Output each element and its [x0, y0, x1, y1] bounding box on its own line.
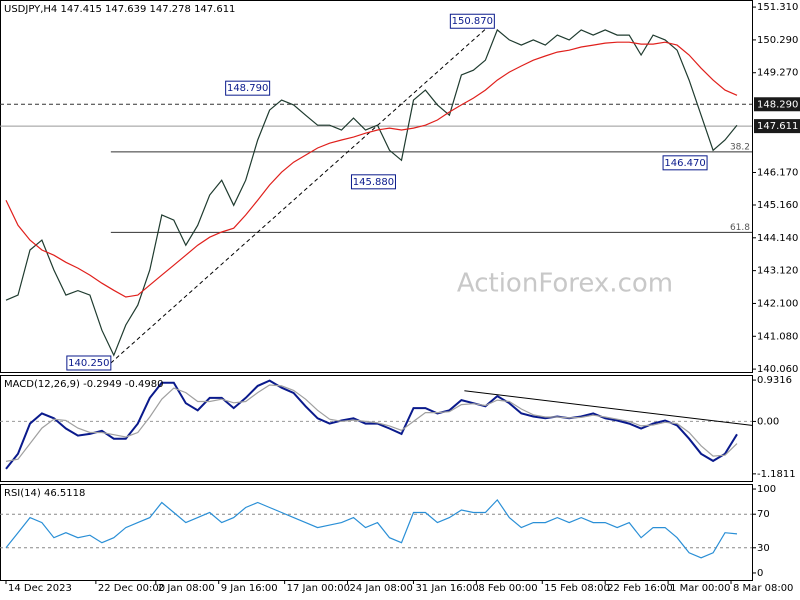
y-tick-label: -1.1811 [757, 469, 796, 480]
annotation-box [350, 174, 396, 190]
x-tick-label: 24 Jan 08:00 [350, 583, 413, 594]
x-tick-label: 2 Jan 08:00 [158, 583, 215, 594]
y-tick-label: 0.9316 [757, 375, 792, 386]
panel-frame [0, 484, 753, 581]
panel-frame [0, 0, 753, 373]
x-tick-label: 31 Jan 16:00 [415, 583, 478, 594]
panel-title: MACD(12,26,9) -0.2949 -0.4980 [4, 379, 164, 390]
y-tick-label: 70 [757, 509, 770, 520]
price-label-box [754, 97, 800, 112]
annotation-box [449, 13, 495, 29]
series-line [5, 28, 738, 357]
panel-title: USDJPY,H4 147.415 147.639 147.278 147.61… [4, 4, 235, 15]
panel-title: RSI(14) 46.5118 [4, 488, 85, 499]
x-tick-label: 22 Feb 16:00 [607, 583, 673, 594]
watermark: ActionForex.com [457, 269, 673, 299]
annotation-label: 148.790 [227, 83, 268, 94]
x-tick-label: 8 Feb 00:00 [478, 583, 537, 594]
x-tick-label: 8 Mar 08:00 [733, 583, 793, 594]
y-tick-label: 30 [757, 543, 770, 554]
annotation-label: 150.870 [452, 16, 493, 27]
y-tick-label: 0 [757, 568, 763, 579]
series-line [5, 498, 738, 559]
y-tick-label: 100 [757, 484, 776, 495]
y-tick-label: 146.170 [757, 167, 798, 178]
price-label: 147.611 [757, 121, 798, 132]
x-tick-label: 17 Jan 00:00 [287, 583, 350, 594]
x-tick-label: 1 Mar 00:00 [670, 583, 730, 594]
trendline [464, 390, 753, 426]
annotation-label: 145.880 [353, 177, 394, 188]
fib-label: 38.2 [730, 142, 750, 152]
y-tick-label: 150.290 [757, 35, 798, 46]
annotation-box [66, 355, 112, 371]
x-tick-label: 15 Feb 08:00 [544, 583, 610, 594]
annotation-box [225, 80, 271, 96]
annotation-label: 140.250 [68, 358, 109, 369]
series-line [5, 384, 738, 462]
y-tick-label: 144.140 [757, 233, 798, 244]
annotation-box [662, 155, 708, 171]
y-tick-label: 149.270 [757, 68, 798, 79]
y-tick-label: 0.00 [757, 416, 779, 427]
annotation-label: 146.470 [664, 158, 705, 169]
x-tick-label: 14 Dec 2023 [8, 583, 72, 594]
series-line [5, 41, 738, 298]
y-tick-label: 151.310 [757, 2, 798, 13]
price-label: 148.290 [757, 99, 798, 110]
y-tick-label: 141.080 [757, 331, 798, 342]
trendline [110, 20, 495, 364]
panel-frame [0, 375, 753, 482]
x-tick-label: 9 Jan 16:00 [221, 583, 278, 594]
price-label-box [754, 119, 800, 134]
y-tick-label: 140.060 [757, 364, 798, 375]
y-tick-label: 142.100 [757, 298, 798, 309]
series-line [5, 379, 738, 470]
x-tick-label: 22 Dec 00:00 [98, 583, 165, 594]
y-tick-label: 143.120 [757, 266, 798, 277]
y-tick-label: 145.160 [757, 200, 798, 211]
fib-label: 61.8 [730, 223, 750, 233]
